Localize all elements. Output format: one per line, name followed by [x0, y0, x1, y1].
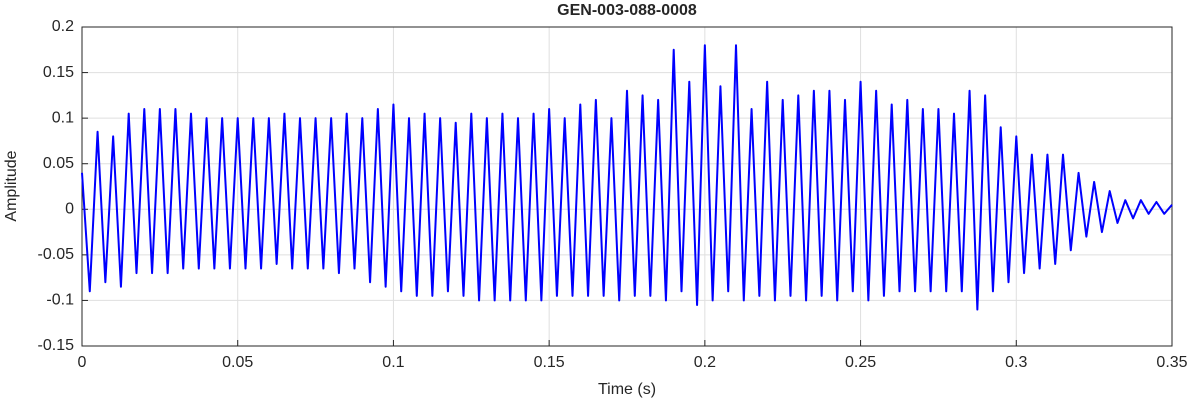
y-tick-label: -0.15 — [38, 337, 75, 354]
line-series — [81, 44, 1173, 311]
y-tick-label: 0 — [65, 201, 74, 218]
y-axis-label: Amplitude — [3, 150, 20, 221]
y-tick-label: 0.15 — [43, 64, 74, 81]
x-tick-label: 0.05 — [222, 354, 253, 371]
x-axis-label: Time (s) — [598, 381, 656, 398]
x-tick-label: 0.3 — [1005, 354, 1027, 371]
y-tick-label: 0.05 — [43, 155, 74, 172]
plot-frame — [81, 26, 1173, 347]
y-tick-label: -0.1 — [46, 292, 74, 309]
y-tick-label: 0.2 — [52, 18, 74, 35]
x-tick-label: 0 — [78, 354, 87, 371]
x-tick-label: 0.2 — [694, 354, 716, 371]
x-tick-label: 0.25 — [845, 354, 876, 371]
x-tick-label: 0.15 — [534, 354, 565, 371]
chart-title: GEN-003-088-0008 — [557, 2, 697, 19]
y-tick-label: -0.05 — [38, 246, 75, 263]
x-tick-label: 0.1 — [382, 354, 404, 371]
y-tick-label: 0.1 — [52, 109, 74, 126]
x-tick-label: 0.35 — [1156, 354, 1187, 371]
